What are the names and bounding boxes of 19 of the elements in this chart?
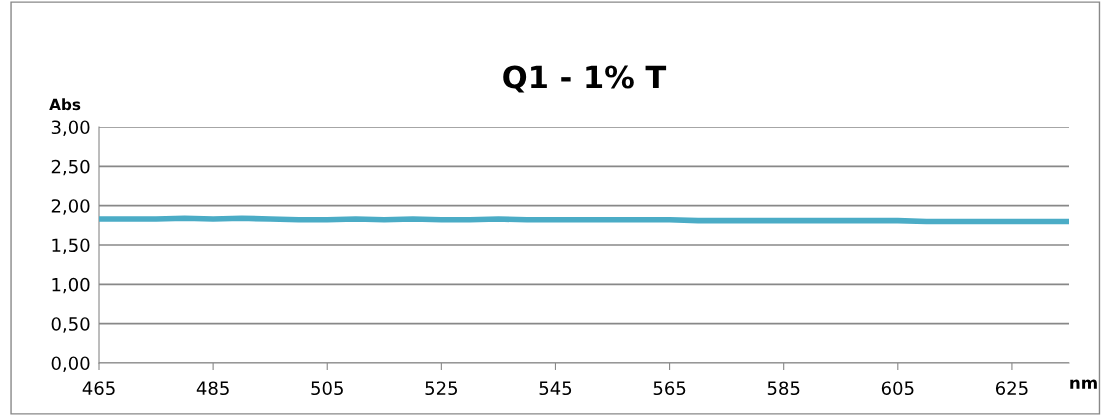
y-tick-label: 3,00: [51, 120, 90, 136]
y-tick-label: 0,00: [51, 356, 90, 372]
x-tick-label: 565: [653, 381, 686, 396]
y-tick-label: 2,00: [51, 199, 90, 215]
x-tick-label: 605: [881, 381, 914, 396]
y-tick-label: 2,50: [51, 159, 90, 176]
x-tick-label: 485: [196, 381, 229, 396]
x-tick-label: 465: [82, 381, 115, 396]
y-tick-label: 0,50: [51, 317, 90, 333]
y-axis-title: Abs: [49, 98, 81, 111]
x-tick-label: 505: [311, 381, 343, 396]
y-tick-label: 1,50: [52, 238, 90, 254]
chart-title: Q1 - 1% T: [503, 65, 667, 93]
x-axis-title: nm: [1070, 379, 1097, 389]
y-tick-label: 1,00: [52, 277, 90, 294]
x-tick-label: 585: [767, 381, 800, 396]
x-tick-label: 545: [539, 381, 572, 396]
x-tick-label: 525: [425, 381, 457, 396]
x-tick-label: 625: [995, 381, 1028, 396]
